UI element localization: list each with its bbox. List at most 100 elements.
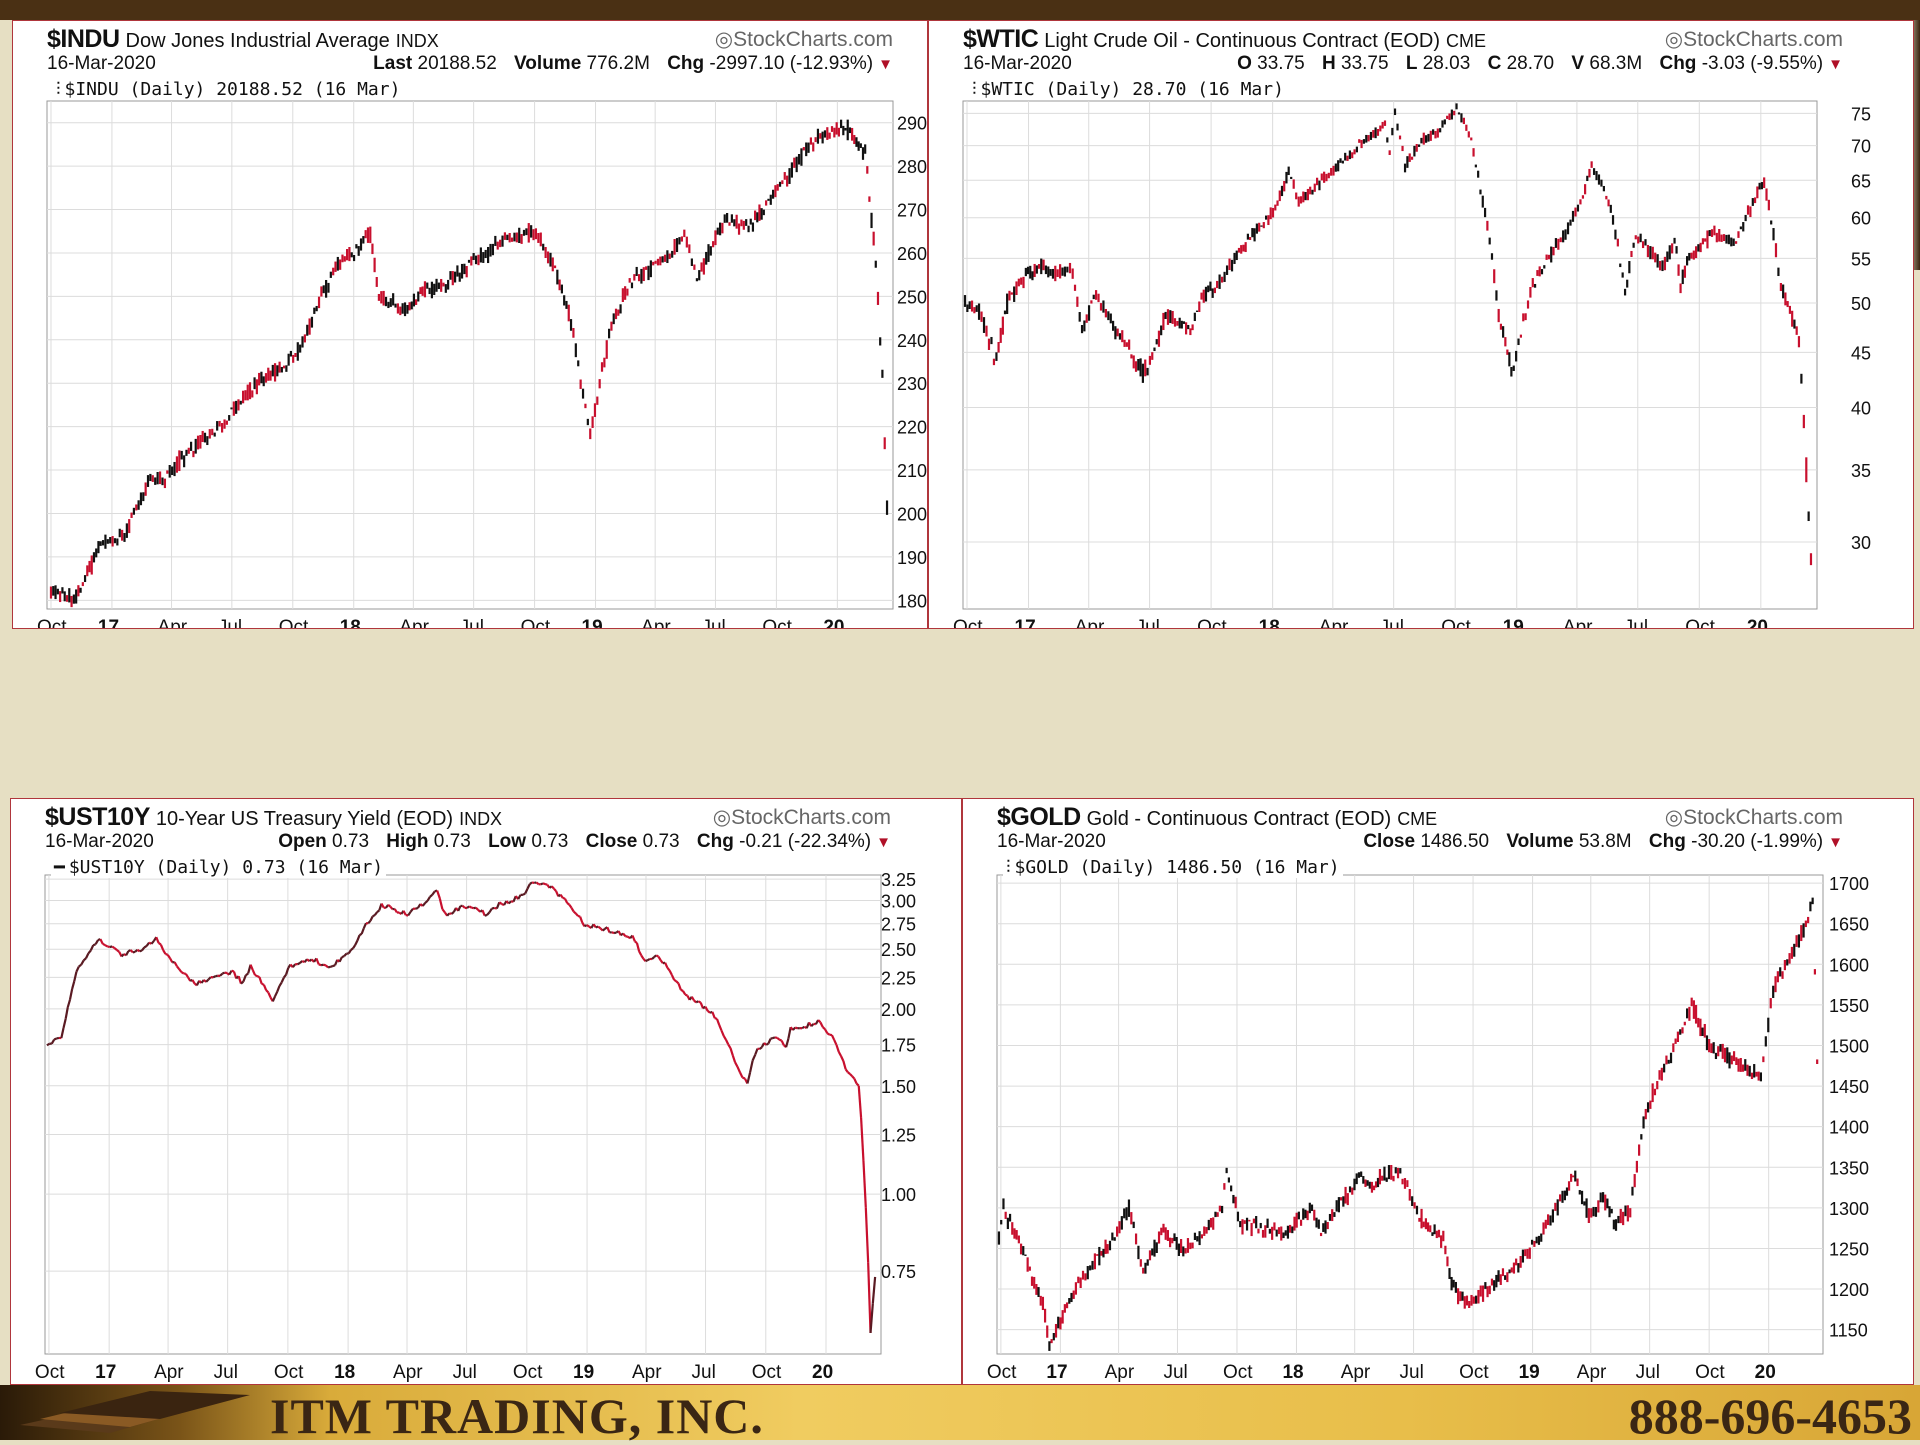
line-segment [47, 1044, 49, 1046]
x-tick-label: 20 [1755, 1362, 1776, 1383]
line-segment [850, 1074, 852, 1076]
line-segment [298, 963, 300, 964]
line-segment [360, 934, 362, 935]
stat-value: 1486.50 [1420, 831, 1489, 852]
line-segment [760, 1047, 762, 1049]
description: 10-Year US Treasury Yield (EOD) [156, 808, 453, 830]
line-segment [54, 1038, 56, 1039]
brand-link[interactable]: ◎StockCharts.com [713, 805, 891, 830]
line-segment [319, 964, 321, 965]
line-segment [246, 973, 248, 975]
plot-area [45, 875, 881, 1354]
stat-label: High [386, 831, 428, 852]
line-segment [742, 1078, 744, 1079]
x-tick-label: 19 [573, 1362, 594, 1383]
chart-svg-ust10y: 0.751.001.251.501.752.002.252.502.753.00… [11, 799, 962, 1385]
line-segment [107, 946, 109, 947]
stat-label: Close [1363, 831, 1415, 852]
x-tick-label: Apr [1105, 1362, 1135, 1383]
stat-value: 53.8M [1579, 831, 1632, 852]
footer-banner: ITM TRADING, INC. 888-696-4653 [0, 1385, 1920, 1440]
y-tick-label: 30 [1851, 533, 1871, 553]
stat-value: 28.70 [1507, 53, 1555, 74]
y-tick-label: 70 [1851, 137, 1871, 157]
brand-link[interactable]: ◎StockCharts.com [715, 27, 893, 52]
x-tick-label: Oct [274, 1362, 304, 1383]
stat-value: 0.73 [531, 831, 568, 852]
chevron-down-icon[interactable]: ▼ [878, 56, 893, 73]
y-tick-label: 0.75 [881, 1262, 916, 1282]
stat-label: Volume [1506, 831, 1573, 852]
x-tick-label: Oct [752, 1362, 782, 1383]
stockcharts-logo-icon: ◎ [1665, 806, 1683, 829]
y-tick-label: 1450 [1829, 1077, 1869, 1097]
line-segment [323, 965, 325, 966]
x-tick-label: Apr [641, 617, 671, 629]
line-segment [133, 952, 135, 953]
x-tick-label: 18 [340, 617, 361, 629]
line-segment [676, 981, 678, 983]
stat-label: Low [488, 831, 526, 852]
line-segment [103, 944, 105, 945]
chevron-down-icon[interactable]: ▼ [1828, 834, 1843, 851]
y-tick-label: 2.25 [881, 968, 916, 988]
x-tick-label: Apr [1577, 1362, 1607, 1383]
line-segment [165, 954, 167, 955]
y-tick-label: 190 [897, 548, 927, 568]
line-segment [771, 1038, 773, 1039]
stat-value: 28.03 [1423, 53, 1471, 74]
x-tick-label: Jul [701, 617, 725, 629]
chart-legend: ━$UST10Y (Daily) 0.73 (16 Mar) [51, 857, 386, 878]
description: Light Crude Oil - Continuous Contract (E… [1044, 30, 1440, 52]
line-segment [469, 906, 471, 907]
x-tick-label: Apr [158, 617, 188, 629]
brand-link[interactable]: ◎StockCharts.com [1665, 805, 1843, 830]
line-segment [779, 1040, 781, 1041]
x-tick-label: Apr [154, 1362, 184, 1383]
stat-label: V [1571, 53, 1584, 74]
line-segment [373, 915, 375, 916]
x-tick-label: Jul [453, 1362, 477, 1383]
y-tick-label: 1.25 [881, 1126, 916, 1146]
chevron-down-icon[interactable]: ▼ [876, 834, 891, 851]
x-tick-label: Jul [1624, 617, 1648, 629]
stat-value: 33.75 [1341, 53, 1389, 74]
line-segment [115, 948, 117, 950]
stat-value: 20188.52 [418, 53, 497, 74]
x-tick-label: 18 [1259, 617, 1280, 629]
y-tick-label: 280 [897, 157, 927, 177]
line-segment [377, 910, 379, 912]
stat-label: Chg [1659, 53, 1696, 74]
line-segment [574, 912, 576, 914]
exchange: INDX [396, 31, 439, 51]
line-segment [181, 972, 183, 973]
phone-number[interactable]: 888-696-4653 [1629, 1387, 1912, 1445]
y-tick-label: 260 [897, 244, 927, 264]
line-segment [388, 905, 390, 907]
symbol: $INDU [47, 25, 120, 53]
chevron-down-icon[interactable]: ▼ [1828, 56, 1843, 73]
line-segment [93, 944, 95, 945]
y-tick-label: 2.50 [881, 940, 916, 960]
x-tick-label: Jul [692, 1362, 716, 1383]
date-label: 16-Mar-2020 [997, 831, 1106, 853]
line-segment [612, 932, 614, 933]
line-segment [117, 950, 119, 952]
line-segment [112, 947, 114, 949]
description: Dow Jones Industrial Average [126, 30, 390, 52]
y-tick-label: 1400 [1829, 1118, 1869, 1138]
line-segment [328, 967, 330, 968]
line-segment [567, 903, 569, 905]
y-tick-label: 3.25 [881, 870, 916, 890]
line-segment [541, 883, 543, 884]
line-segment [857, 1084, 859, 1086]
stat-value: 68.3M [1589, 53, 1642, 74]
stat-value: 776.2M [587, 53, 650, 74]
x-tick-label: Oct [1223, 1362, 1253, 1383]
stat-label: C [1488, 53, 1502, 74]
x-tick-label: Jul [1380, 617, 1404, 629]
x-tick-label: Jul [460, 617, 484, 629]
x-tick-label: Oct [1441, 617, 1471, 629]
brand-link[interactable]: ◎StockCharts.com [1665, 27, 1843, 52]
y-tick-label: 220 [897, 418, 927, 438]
